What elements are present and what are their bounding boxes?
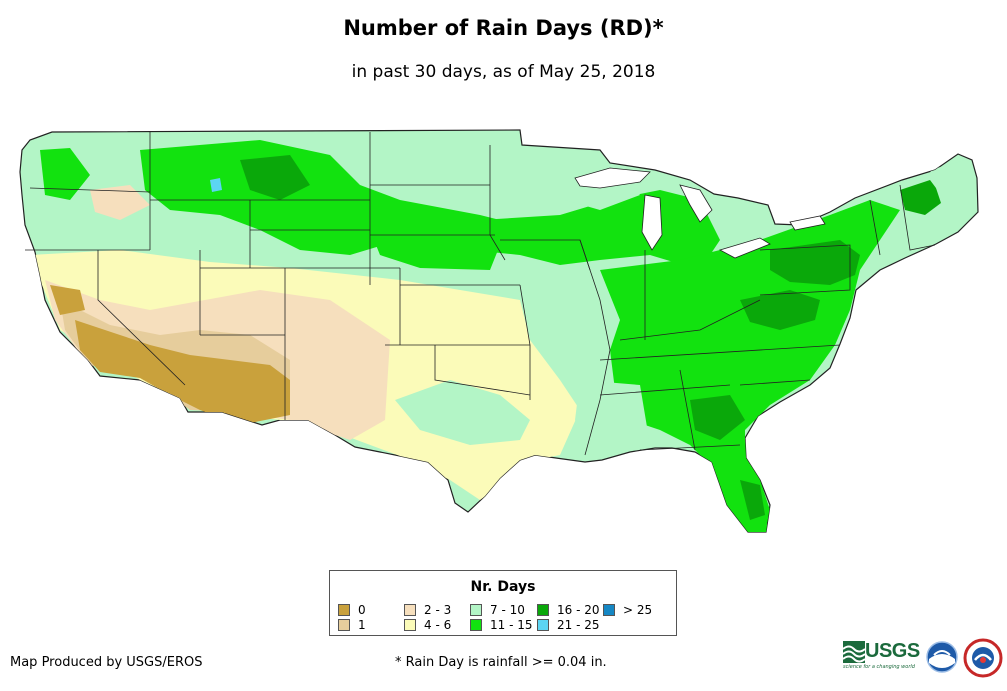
legend-item-gt-25: > 25: [603, 603, 652, 617]
zone-16-20-florida: [740, 480, 765, 520]
zone-0-spot: [50, 285, 85, 315]
legend-swatch-0: [338, 604, 350, 616]
state-line-ok-tx: [434, 345, 531, 396]
state-boundaries: [25, 132, 936, 456]
legend-label-21-25: 21 - 25: [557, 618, 600, 632]
zone-4-6-texas-east: [395, 380, 530, 445]
lake-erie: [718, 237, 771, 259]
zone-21-25-yellowstone: [210, 178, 222, 192]
noaa-logo-icon: [926, 641, 958, 673]
legend-label-1: 1: [358, 618, 366, 632]
map-title: Number of Rain Days (RD)*: [343, 16, 664, 40]
usgs-wave-icon: [843, 640, 865, 663]
legend-swatch-21-25: [537, 619, 549, 631]
zone-11-15-nebraska: [370, 230, 500, 270]
rain-days-map: [19, 129, 979, 533]
lake-ontario: [789, 215, 826, 231]
great-lakes: [574, 167, 826, 259]
legend-label-gt-25: > 25: [623, 603, 653, 617]
lake-superior: [574, 167, 651, 189]
state-line-nc-sc: [739, 379, 811, 386]
state-line-pa: [759, 244, 851, 296]
footnote-text: * Rain Day is rainfall >= 0.04 in.: [395, 655, 607, 670]
usgs-logo-text: USGS: [865, 640, 920, 662]
legend-label-0: 0: [358, 603, 366, 617]
usgs-tagline: science for a changing world: [843, 664, 915, 670]
legend-item-1: 1: [338, 618, 366, 632]
usgs-logo: USGS science for a changing world: [843, 640, 920, 670]
state-line-new-england: [899, 184, 936, 251]
state-line-tn-south: [599, 384, 731, 396]
zone-0-southwest: [75, 320, 290, 425]
legend-item-4-6: 4 - 6: [404, 618, 451, 632]
map-subtitle: in past 30 days, as of May 25, 2018: [351, 62, 656, 82]
legend-label-11-15: 11 - 15: [490, 618, 533, 632]
zone-16-20-new-england: [900, 180, 945, 215]
state-line-ny-ne: [869, 199, 881, 256]
legend-item-0: 0: [338, 603, 366, 617]
state-line-wa-or: [29, 187, 151, 193]
legend-item-7-10: 7 - 10: [470, 603, 525, 617]
zone-11-15-north-coast: [40, 148, 90, 200]
legend-label-7-10: 7 - 10: [490, 603, 525, 617]
state-line-ohio-river: [619, 299, 761, 341]
state-line-mississippi-river: [579, 239, 611, 456]
zone-2-3-oregon: [90, 185, 150, 220]
lake-huron: [679, 184, 713, 223]
zone-16-20-georgia: [690, 395, 745, 440]
state-line-tn-north: [599, 344, 841, 361]
legend-swatch-4-6: [404, 619, 416, 631]
legend-swatch-11-15: [470, 619, 482, 631]
legend-label-16-20: 16 - 20: [557, 603, 600, 617]
state-line-missouri: [519, 284, 531, 400]
legend-item-16-20: 16 - 20: [537, 603, 600, 617]
legend-swatch-7-10: [470, 604, 482, 616]
legend-swatch-16-20: [537, 604, 549, 616]
legend-swatch-gt-25: [603, 604, 615, 616]
zone-11-15-north-rockies: [140, 140, 520, 255]
legend-swatch-1: [338, 619, 350, 631]
legend-swatch-2-3: [404, 604, 416, 616]
state-line-ga-fl: [639, 444, 741, 451]
legend-label-2-3: 2 - 3: [424, 603, 452, 617]
zone-16-20-montana: [240, 155, 310, 200]
legend-label-4-6: 4 - 6: [424, 618, 452, 632]
legend-title: Nr. Days: [470, 579, 536, 595]
state-line-ca-nv: [97, 250, 186, 386]
legend-item-11-15: 11 - 15: [470, 618, 533, 632]
zone-7-10-gulf: [575, 380, 650, 455]
legend-item-2-3: 2 - 3: [404, 603, 451, 617]
nws-logo-icon: [963, 638, 1003, 678]
legend: Nr. Days 0 1 2 - 3 4 - 6 7 - 10 11 - 15 …: [329, 570, 677, 636]
zone-7-10-maine: [930, 160, 975, 215]
lake-michigan: [641, 194, 663, 251]
state-line-minnesota: [489, 145, 506, 261]
zone-16-20-pennsylvania: [770, 240, 860, 285]
state-line-al-ga: [679, 369, 696, 451]
credit-text: Map Produced by USGS/EROS: [10, 655, 203, 670]
legend-item-21-25: 21 - 25: [537, 618, 600, 632]
